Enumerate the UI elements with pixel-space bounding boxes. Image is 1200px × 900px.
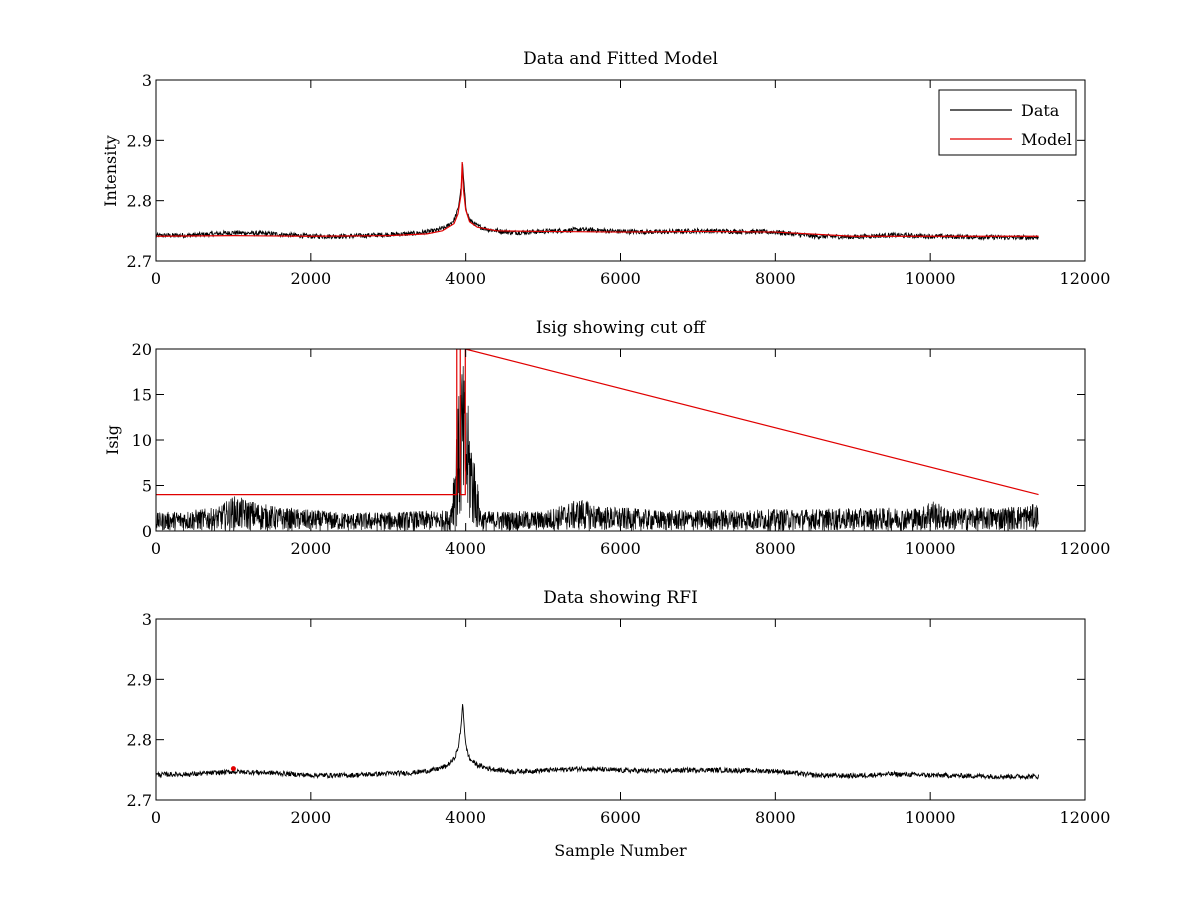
legend: Data Model (938, 89, 1077, 156)
y-tick-label: 2.9 (127, 131, 152, 150)
plot-area: 0 2000 4000 6000 8000 10000 12000 2.7 2.8 2.9 3 (127, 71, 1111, 288)
x-tick-label: 2000 (290, 808, 331, 827)
y-tick-label: 2.9 (127, 670, 152, 689)
plot-area: 0 2000 4000 6000 8000 10000 12000 0 5 10 15 20 (132, 340, 1111, 558)
series-model-line (156, 162, 1039, 237)
series-group (156, 162, 1039, 242)
plot-area: 0 2000 4000 6000 8000 10000 12000 2.7 2.8 2.9 3 (127, 610, 1111, 827)
x-tick-label: 4000 (445, 808, 486, 827)
x-tick-label: 0 (151, 539, 161, 558)
series-rfi-point (230, 766, 236, 772)
chart-title: Isig showing cut off (536, 318, 707, 338)
panel-isig-showing-cut-off: Isig showing cut off Isig 0 2000 4000 6000 8… (103, 318, 1110, 558)
x-tick-label: 8000 (755, 269, 796, 288)
y-tick-label: 20 (132, 340, 152, 359)
x-tick-label: 0 (151, 269, 161, 288)
x-tick-label: 6000 (600, 539, 641, 558)
y-tick-label: 15 (132, 386, 152, 405)
y-tick-label: 10 (132, 431, 152, 450)
series-group (156, 704, 1039, 781)
legend-data-label: Data (1021, 101, 1060, 120)
chart-title: Data and Fitted Model (523, 49, 718, 69)
series-group (156, 349, 1039, 531)
legend-box (938, 89, 1077, 156)
y-tick-label: 3 (142, 71, 152, 90)
x-tick-label: 8000 (755, 808, 796, 827)
x-tick-label: 12000 (1060, 539, 1111, 558)
x-tick-label: 10000 (905, 539, 956, 558)
x-tick-label: 2000 (290, 269, 331, 288)
y-tick-label: 2.7 (127, 252, 152, 271)
y-tick-label: 2.8 (127, 192, 152, 211)
x-tick-label: 6000 (600, 808, 641, 827)
x-tick-label: 4000 (445, 539, 486, 558)
panel-data-and-fitted-model: Data and Fitted Model Intensity 0 2000 400… (101, 49, 1110, 288)
series-cut-off-line (156, 349, 1039, 496)
series-data-line (156, 704, 1039, 781)
series-isig-line (156, 366, 1039, 531)
x-tick-label: 12000 (1060, 808, 1111, 827)
y-tick-label: 2.8 (127, 731, 152, 750)
y-axis-label: Intensity (101, 135, 120, 207)
chart-title: Data showing RFI (543, 588, 698, 608)
y-tick-label: 5 (142, 477, 152, 496)
x-tick-label: 6000 (600, 269, 641, 288)
x-tick-label: 10000 (905, 808, 956, 827)
y-tick-label: 3 (142, 610, 152, 629)
x-tick-label: 4000 (445, 269, 486, 288)
x-tick-label: 0 (151, 808, 161, 827)
x-tick-label: 8000 (755, 539, 796, 558)
y-axis-label: Isig (103, 425, 122, 455)
x-axis-label: Sample Number (554, 841, 687, 860)
legend-model-label: Model (1021, 130, 1072, 149)
y-tick-label: 2.7 (127, 791, 152, 810)
x-tick-label: 10000 (905, 269, 956, 288)
y-tick-label: 0 (142, 522, 152, 541)
x-tick-label: 12000 (1060, 269, 1111, 288)
panel-data-showing-rfi: Data showing RFI Sample Number 0 2000 4000… (127, 588, 1111, 860)
x-tick-label: 2000 (290, 539, 331, 558)
